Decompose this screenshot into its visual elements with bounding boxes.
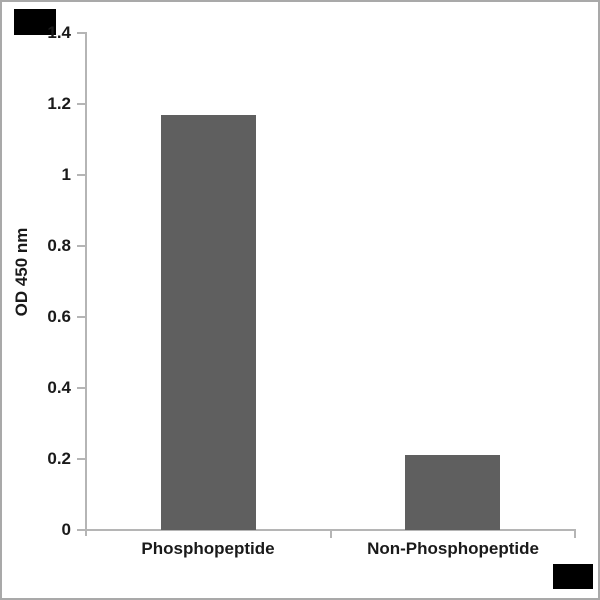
x-tick-mark	[329, 531, 332, 538]
category-label: Phosphopeptide	[141, 539, 275, 558]
y-tick-mark	[77, 387, 86, 389]
y-tick-mark	[77, 103, 86, 105]
x-tick-mark	[574, 531, 576, 538]
y-tick-mark	[77, 174, 86, 176]
y-tick-label: 0	[61, 520, 71, 539]
x-axis-line	[85, 529, 576, 531]
corner-mark-top-left	[14, 9, 56, 35]
y-tick-mark	[77, 316, 86, 318]
y-tick-label: 1.2	[47, 94, 71, 113]
bar-non-phosphopeptide	[405, 455, 500, 530]
y-tick-mark	[77, 245, 86, 247]
y-tick-label: 0.8	[47, 236, 71, 255]
category-label: Non-Phosphopeptide	[367, 539, 539, 558]
y-tick-label: 0.2	[47, 449, 71, 468]
y-tick-mark	[77, 529, 86, 531]
y-tick-label: 1	[61, 165, 71, 184]
y-tick-label: 0.6	[47, 307, 71, 326]
y-tick-mark	[77, 458, 86, 460]
y-tick-label: 0.4	[47, 378, 71, 397]
bar-phosphopeptide	[161, 115, 256, 530]
y-tick-label: 1.4	[47, 23, 71, 42]
corner-mark-bottom-right	[553, 564, 593, 589]
y-axis-line	[85, 32, 87, 536]
y-tick-mark	[77, 32, 86, 34]
